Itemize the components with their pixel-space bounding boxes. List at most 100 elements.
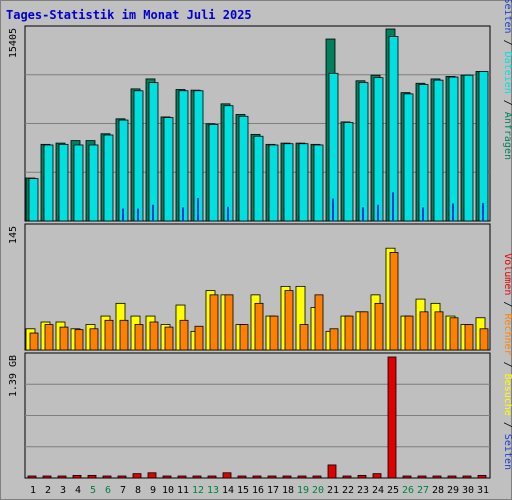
legend-entry: / [502, 416, 512, 434]
volume-bar [27, 475, 37, 479]
sites-bar [194, 325, 204, 351]
x-tick-label: 14 [222, 485, 234, 496]
panel-visits-sites: 145 [8, 223, 491, 351]
volume-bar [432, 475, 442, 479]
files-bar [238, 115, 249, 222]
sites-bar [464, 324, 474, 351]
files-bar [118, 119, 129, 222]
legend-right-text: Seiten / Dateien / Anfragen [502, 0, 512, 160]
pages-bar [377, 204, 379, 221]
volume-bar [177, 475, 187, 479]
legend-entry: Dateien [502, 52, 512, 94]
volume-bar [312, 475, 322, 479]
x-tick-label: 13 [207, 485, 219, 496]
files-bar [283, 143, 294, 222]
x-tick-label: 29 [447, 485, 459, 496]
pages-bar [332, 198, 334, 221]
x-tick-label: 9 [150, 485, 156, 496]
volume-bar [282, 475, 292, 479]
legend-entry: / [502, 34, 512, 52]
sites-bar [179, 319, 189, 351]
sites-bar [44, 324, 54, 351]
panel-volume: 1.39 GB [8, 352, 491, 479]
files-bar [208, 124, 219, 222]
x-tick-label: 8 [135, 485, 141, 496]
files-bar [163, 117, 174, 222]
legend-entry: Rechner [502, 313, 512, 355]
sites-bar [359, 311, 369, 351]
sites-bar [209, 294, 219, 351]
sites-bar [74, 329, 84, 351]
sites-bar [104, 319, 114, 351]
legend-entry: Seiten [502, 434, 512, 470]
volume-bar [267, 475, 277, 479]
files-bar [43, 144, 54, 222]
sites-bar [434, 311, 444, 351]
files-bar [478, 71, 489, 222]
files-bar [223, 105, 234, 222]
pages-bar [182, 207, 184, 221]
volume-bar [447, 475, 457, 479]
sites-bar [164, 326, 174, 351]
x-tick-label: 28 [432, 485, 444, 496]
legend-left: Volumen / Rechner / Besuche / Seiten [502, 253, 512, 470]
volume-bar [342, 475, 352, 479]
files-bar [73, 144, 84, 222]
legend-entry: Volumen [502, 253, 512, 295]
sites-bar [374, 302, 384, 351]
pages-bar [422, 207, 424, 221]
files-bar [358, 82, 369, 222]
x-tick-label: 27 [417, 485, 429, 496]
files-bar [448, 76, 459, 222]
pages-bar [362, 207, 364, 221]
volume-bar [477, 474, 487, 479]
volume-ymax-label: 1.39 GB [8, 355, 19, 397]
x-tick-label: 7 [120, 485, 126, 496]
x-tick-label: 20 [312, 485, 324, 496]
legend-entry: Anfragen [502, 112, 512, 160]
x-tick-label: 5 [90, 485, 96, 496]
legend-left-text: Volumen / Rechner / Besuche / Seiten [502, 253, 512, 470]
volume-bar [132, 473, 142, 479]
pages-bar [392, 192, 394, 221]
x-tick-label: 25 [387, 485, 399, 496]
volume-bar [252, 475, 262, 479]
x-tick-label: 31 [477, 485, 489, 496]
pages-bar [452, 203, 454, 221]
panel-requests-files-pages: 15405 [8, 25, 491, 222]
volume-bar [57, 475, 67, 479]
volume-bar [387, 356, 397, 479]
volume-bar [237, 475, 247, 479]
x-tick-label: 26 [402, 485, 414, 496]
legend-entry: / [502, 356, 512, 374]
x-tick-label: 30 [462, 485, 474, 496]
x-tick-label: 12 [192, 485, 204, 496]
volume-bar [357, 474, 367, 479]
volume-bar [417, 475, 427, 479]
x-tick-label: 18 [282, 485, 294, 496]
sites-bar [254, 302, 264, 351]
sites-bar [344, 315, 354, 351]
sites-bar [29, 332, 39, 351]
x-tick-label: 17 [267, 485, 279, 496]
sites-bar [149, 321, 159, 351]
pages-bar [197, 197, 199, 221]
sites-bar [284, 290, 294, 351]
volume-bar [72, 474, 82, 479]
volume-bar [42, 475, 52, 479]
x-tick-label: 1 [30, 485, 36, 496]
sites-bar [119, 319, 129, 351]
x-tick-label: 15 [237, 485, 249, 496]
files-bar [148, 82, 159, 222]
x-tick-label: 2 [45, 485, 51, 496]
files-bar [88, 144, 99, 222]
volume-bar [147, 472, 157, 479]
sites-bar [239, 324, 249, 351]
files-bar [298, 143, 309, 222]
sites-bar [329, 328, 339, 351]
x-tick-label: 23 [357, 485, 369, 496]
volume-bar [327, 464, 337, 479]
x-tick-label: 21 [327, 485, 339, 496]
volume-bar [102, 475, 112, 479]
